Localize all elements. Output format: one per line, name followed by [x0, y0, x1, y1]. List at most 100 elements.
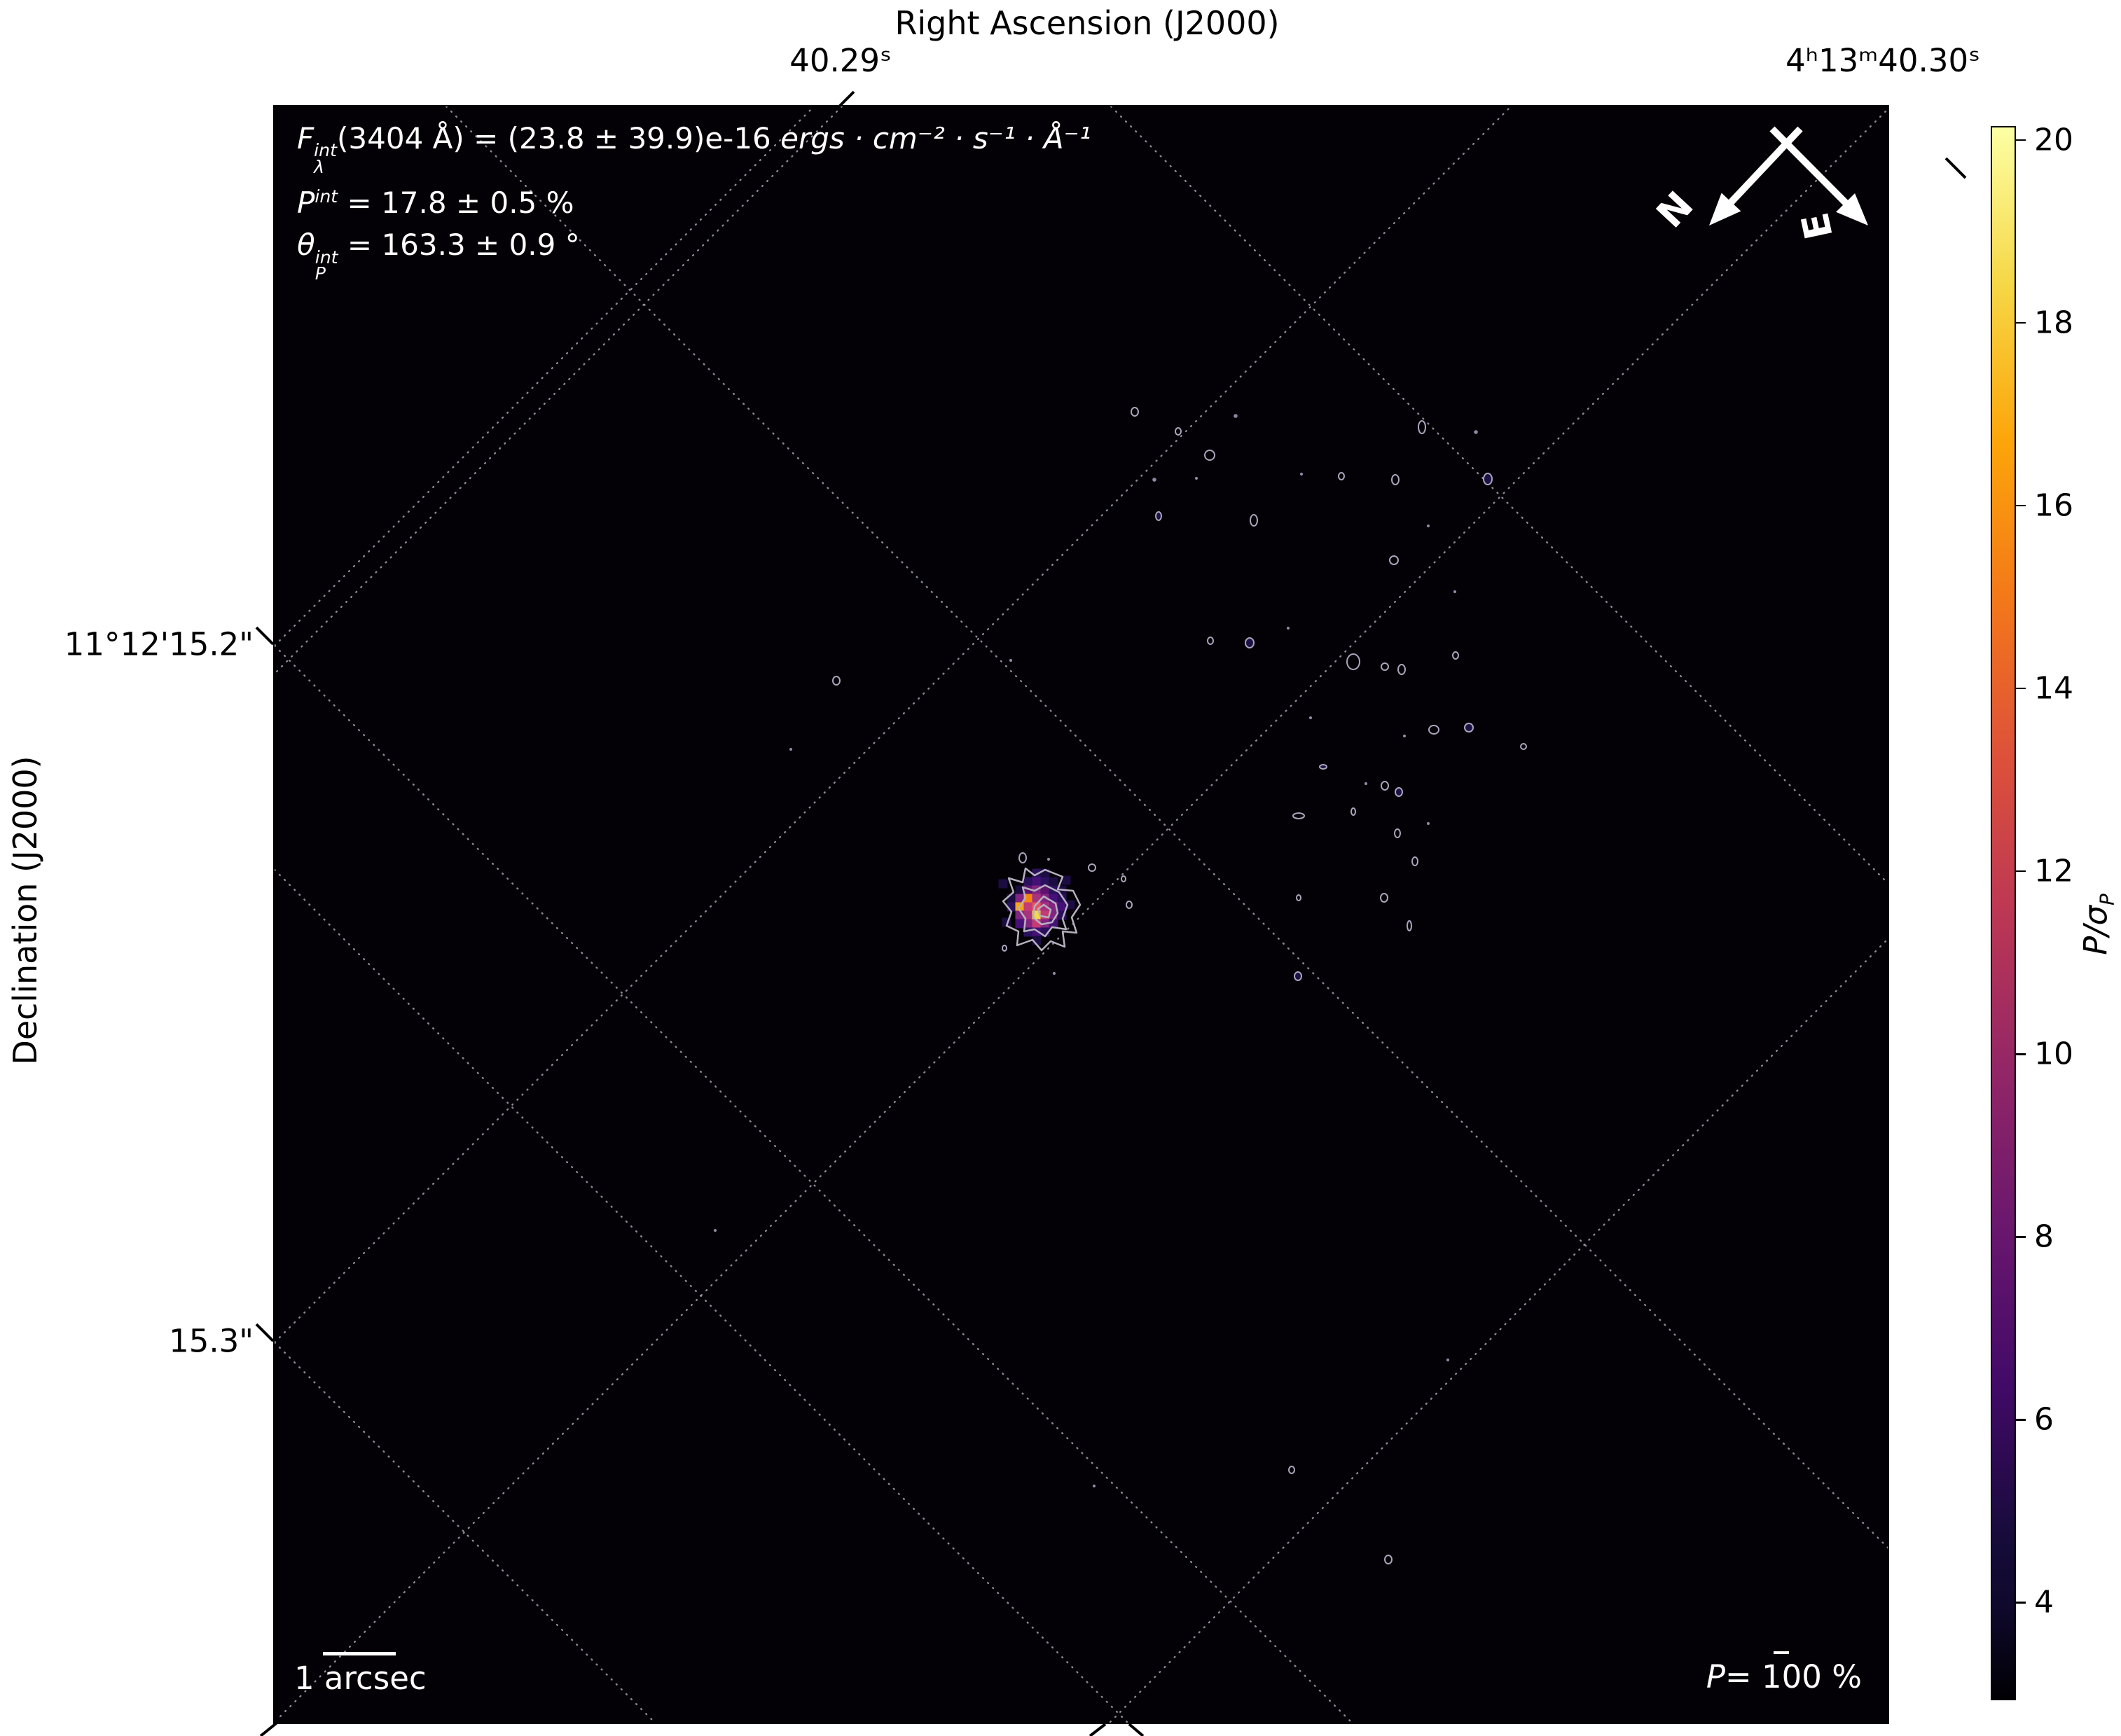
contour-speck — [1389, 555, 1399, 565]
noise-dot — [1426, 821, 1430, 826]
noise-dot — [789, 747, 793, 751]
colorbar — [1991, 126, 2016, 1700]
contour-speck — [1288, 1466, 1295, 1474]
contour-speck — [1121, 875, 1126, 882]
source-pixel — [1023, 902, 1033, 912]
contour-speck — [1250, 514, 1258, 527]
colorbar-tick-label: 8 — [2034, 1218, 2054, 1255]
compass-east-label: E — [1793, 209, 1842, 243]
colorbar-tick-label: 6 — [2034, 1401, 2054, 1438]
contour-speck — [1397, 664, 1406, 675]
contour-speck — [1204, 450, 1215, 461]
colorbar-tick-label: 18 — [2034, 305, 2073, 341]
grid-line — [275, 106, 815, 647]
grid-line — [1110, 106, 1888, 884]
axis-edge-tick — [1089, 1723, 1107, 1736]
contour-speck — [1418, 420, 1426, 434]
compass-east-arrow-head — [1836, 193, 1868, 225]
contour-speck — [1245, 637, 1255, 648]
source-pixel — [1040, 877, 1050, 887]
source-contour — [1037, 903, 1052, 919]
grid-line — [275, 644, 1353, 1723]
colorbar-tick-label: 16 — [2034, 487, 2073, 524]
contour-speck — [1002, 945, 1007, 952]
noise-dot — [1286, 626, 1290, 630]
colorbar-tick-label: 4 — [2034, 1584, 2054, 1620]
contour-speck — [1346, 653, 1360, 670]
contour-speck — [1381, 781, 1389, 791]
source-pixel — [1015, 919, 1025, 929]
polarization-annotation: Pint = 17.8 ± 0.5 % — [297, 186, 574, 221]
noise-dot — [1308, 716, 1313, 720]
colorbar-tick-mark — [2016, 1602, 2026, 1604]
contour-speck — [1088, 863, 1096, 872]
colorbar-tick-mark — [2016, 1053, 2026, 1055]
noise-dot — [1453, 590, 1457, 594]
contour-speck — [1294, 971, 1302, 981]
colorbar-tick-mark — [2016, 139, 2026, 141]
contour-speck — [1483, 473, 1493, 485]
source-pixel — [1015, 894, 1025, 903]
source-pixel — [1057, 902, 1067, 912]
noise-dot — [1152, 478, 1156, 482]
contour-speck — [1207, 637, 1214, 645]
y-tick-label: 11°12'15.2" — [64, 625, 254, 663]
source-pixel — [1049, 877, 1058, 887]
contour-speck — [1319, 764, 1327, 770]
noise-dot — [1092, 1484, 1096, 1488]
contour-speck — [1292, 812, 1305, 819]
contour-speck — [1296, 894, 1301, 901]
polarization-scale-label: P= 100 % — [1706, 1658, 1862, 1695]
scalebar-line — [323, 1652, 396, 1655]
noise-dot — [1046, 857, 1051, 861]
colorbar-tick-label: 10 — [2034, 1036, 2073, 1072]
noise-dot — [1194, 476, 1198, 480]
compass-north-label: N — [1648, 183, 1702, 236]
grid-line — [275, 106, 843, 675]
axis-edge-tick — [1128, 1723, 1145, 1736]
colorbar-tick-mark — [2016, 1236, 2026, 1238]
contour-speck — [1384, 1555, 1393, 1564]
source-pixel — [1023, 877, 1033, 887]
scalebar-label: 1 arcsec — [294, 1660, 427, 1697]
colorbar-tick-label: 12 — [2034, 853, 2073, 889]
colorbar-tick-label: 14 — [2034, 670, 2073, 707]
grid-line — [1108, 938, 1888, 1723]
axis-edge-tick — [255, 626, 275, 646]
contour-speck — [1411, 856, 1418, 866]
contour-speck — [1452, 651, 1459, 660]
noise-dot — [1426, 524, 1430, 528]
x-tick-label: 4ʰ13ᵐ40.30ˢ — [1785, 42, 1980, 79]
noise-dot — [1402, 734, 1407, 738]
source-contour — [1017, 884, 1069, 938]
source-pixel — [1040, 885, 1050, 895]
colorbar-tick-label: 20 — [2034, 122, 2073, 158]
contour-speck — [1381, 662, 1389, 671]
source-contour — [1002, 867, 1082, 952]
contour-speck — [1126, 901, 1133, 909]
noise-dot — [1446, 1358, 1450, 1362]
x-tick-label: 40.29ˢ — [789, 42, 892, 79]
source-pixel — [1007, 894, 1016, 903]
contour-speck — [1395, 787, 1403, 797]
colorbar-tick-mark — [2016, 687, 2026, 690]
contour-speck — [1175, 427, 1182, 436]
noise-dot — [1234, 414, 1238, 418]
grid-line — [275, 868, 1129, 1723]
angle-annotation: θ int P = 163.3 ± 0.9 ° — [297, 228, 580, 284]
contour-speck — [1131, 407, 1139, 417]
grid-line — [275, 1341, 656, 1723]
contour-speck — [1391, 474, 1400, 485]
contour-speck — [1464, 723, 1474, 732]
colorbar-tick-mark — [2016, 321, 2026, 324]
axis-edge-tick — [1944, 157, 1967, 179]
noise-dot — [1299, 472, 1304, 476]
contour-speck — [1407, 920, 1412, 931]
noise-dot — [1364, 782, 1368, 786]
contour-speck — [1338, 472, 1345, 480]
compass-north-arrow-head — [1709, 193, 1741, 225]
grid-line — [277, 108, 1888, 1720]
